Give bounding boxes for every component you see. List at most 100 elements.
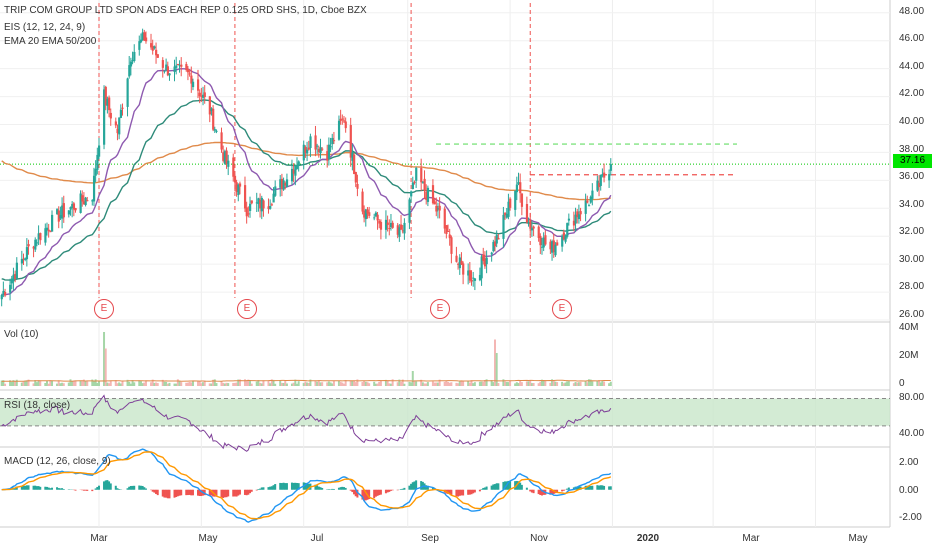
volume-bar	[366, 382, 369, 386]
volume-bar	[104, 348, 107, 386]
candle-body	[37, 233, 40, 240]
candle-body	[94, 168, 97, 176]
volume-bar	[245, 380, 248, 386]
macd-histogram-bar	[176, 489, 179, 497]
macd-histogram-bar	[562, 489, 565, 491]
volume-bar	[45, 380, 48, 386]
volume-bar	[57, 380, 60, 386]
macd-histogram-bar	[247, 489, 250, 495]
candle-body	[540, 246, 544, 248]
macd-histogram-bar	[116, 488, 119, 490]
candle-body	[321, 148, 324, 150]
volume-bar	[153, 382, 156, 386]
volume-bar	[118, 382, 121, 386]
volume-bar	[368, 383, 371, 386]
volume-bar	[502, 379, 505, 386]
volume-bar	[296, 383, 298, 386]
candle-body	[551, 241, 554, 253]
volume-bar	[270, 379, 273, 386]
candle-body	[574, 214, 577, 224]
macd-histogram-bar	[520, 484, 523, 490]
volume-bar	[116, 383, 119, 386]
candle-body	[269, 205, 272, 209]
price-axis-tick: 40.00	[899, 116, 925, 127]
candle-body	[235, 182, 238, 193]
macd-histogram-bar	[296, 483, 298, 490]
candle-body	[131, 60, 134, 62]
earnings-marker[interactable]: E	[552, 299, 572, 319]
macd-histogram-bar	[106, 480, 109, 490]
volume-bar	[272, 379, 275, 386]
volume-bar	[468, 382, 471, 386]
volume-bar	[354, 382, 357, 386]
earnings-marker[interactable]: E	[237, 299, 257, 319]
volume-bar	[460, 380, 463, 386]
volume-bar	[259, 382, 262, 386]
macd-histogram-bar	[49, 488, 52, 490]
candle-body	[379, 221, 383, 230]
candle-body	[9, 284, 12, 293]
candle-body	[128, 65, 131, 77]
volume-bar	[492, 382, 495, 386]
volume-bar	[596, 381, 599, 386]
volume-bar	[519, 380, 522, 386]
candle-body	[222, 152, 225, 161]
candle-body	[468, 270, 472, 281]
candle-body	[443, 208, 446, 229]
macd-histogram-bar	[473, 489, 476, 493]
candle-body	[420, 168, 423, 183]
volume-bar	[210, 383, 213, 386]
candle-body	[84, 197, 87, 206]
macd-histogram-bar	[603, 485, 606, 490]
time-axis-tick: May	[198, 533, 218, 544]
candle-body	[24, 258, 27, 260]
macd-histogram-bar	[94, 488, 97, 490]
macd-histogram-bar	[163, 489, 166, 498]
volume-bar	[577, 382, 580, 386]
macd-histogram-bar	[274, 484, 277, 490]
candle-body	[133, 51, 136, 61]
candle-body	[106, 98, 109, 106]
macd-histogram-bar	[530, 489, 533, 493]
volume-bar	[267, 380, 270, 386]
macd-histogram-bar	[35, 486, 38, 490]
volume-bar	[309, 379, 312, 386]
macd-histogram-bar	[363, 489, 366, 501]
volume-bar	[317, 380, 320, 386]
volume-bar	[349, 380, 352, 386]
candle-body	[433, 201, 436, 205]
candle-body	[552, 240, 555, 253]
macd-histogram-bar	[342, 487, 345, 490]
earnings-marker[interactable]: E	[430, 299, 450, 319]
volume-bar	[423, 383, 426, 386]
candle-body	[233, 175, 237, 183]
macd-histogram-bar	[389, 489, 392, 491]
volume-bar	[25, 380, 28, 386]
volume-bar	[14, 381, 17, 386]
candle-body	[388, 227, 391, 229]
macd-histogram-bar	[153, 489, 156, 493]
macd-histogram-bar	[304, 482, 307, 490]
volume-bar	[458, 381, 461, 386]
candle-body	[447, 230, 450, 232]
volume-bar	[386, 380, 389, 386]
candle-body	[180, 64, 183, 67]
volume-bar	[561, 381, 564, 386]
volume-bar	[584, 381, 587, 386]
candle-body	[363, 210, 366, 218]
candle-body	[332, 140, 336, 142]
volume-bar	[220, 381, 223, 386]
time-axis-tick: Nov	[530, 533, 548, 544]
volume-bar	[384, 379, 387, 386]
candle-body	[208, 96, 211, 115]
candle-body	[210, 108, 213, 112]
candle-body	[366, 209, 369, 214]
candle-body	[285, 179, 289, 188]
macd-histogram-bar	[233, 489, 236, 497]
volume-axis-tick: 20M	[899, 350, 919, 361]
candle-body	[243, 185, 247, 209]
earnings-marker[interactable]: E	[94, 299, 114, 319]
candle-body	[458, 257, 461, 269]
candle-body	[25, 247, 29, 260]
